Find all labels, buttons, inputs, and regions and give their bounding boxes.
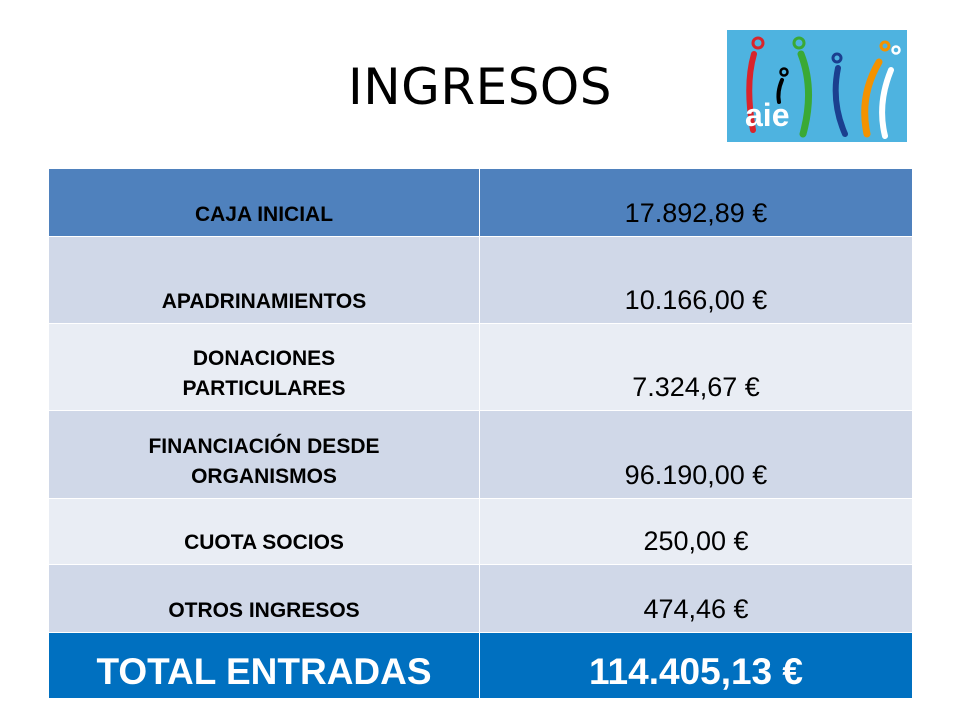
label-line: FINANCIACIÓN DESDE [148,435,380,458]
table-row: FINANCIACIÓN DESDE ORGANISMOS 96.190,00 … [48,410,913,499]
logo-figures-icon: aie [745,36,901,139]
label-line: DONACIONES [192,347,336,370]
label-line: ORGANISMOS [191,465,337,488]
total-value: 114.405,13 € [479,632,913,699]
row-value: 10.166,00 € [479,236,913,324]
row-value: 17.892,89 € [479,168,913,237]
table-row: APADRINAMIENTOS 10.166,00 € [48,236,913,324]
table-row: OTROS INGRESOS 474,46 € [48,564,913,633]
total-row: TOTAL ENTRADAS 114.405,13 € [48,632,913,699]
logo-text: aie [745,97,789,133]
row-label: DONACIONES PARTICULARES [48,323,480,411]
row-value: 7.324,67 € [479,323,913,411]
table-row: CAJA INICIAL 17.892,89 € [48,168,913,237]
table-row: CUOTA SOCIOS 250,00 € [48,498,913,565]
income-table: CAJA INICIAL 17.892,89 € APADRINAMIENTOS… [48,168,913,699]
row-label: CAJA INICIAL [48,168,480,237]
row-value: 474,46 € [479,564,913,633]
row-value: 250,00 € [479,498,913,565]
row-label: APADRINAMIENTOS [48,236,480,324]
row-value: 96.190,00 € [479,410,913,499]
label-line: PARTICULARES [182,377,346,400]
slide-title: INGRESOS [347,58,613,116]
table-row: DONACIONES PARTICULARES 7.324,67 € [48,323,913,411]
aie-logo: aie [727,30,907,142]
total-label: TOTAL ENTRADAS [48,632,480,699]
row-label: FINANCIACIÓN DESDE ORGANISMOS [48,410,480,499]
row-label: OTROS INGRESOS [48,564,480,633]
row-label: CUOTA SOCIOS [48,498,480,565]
